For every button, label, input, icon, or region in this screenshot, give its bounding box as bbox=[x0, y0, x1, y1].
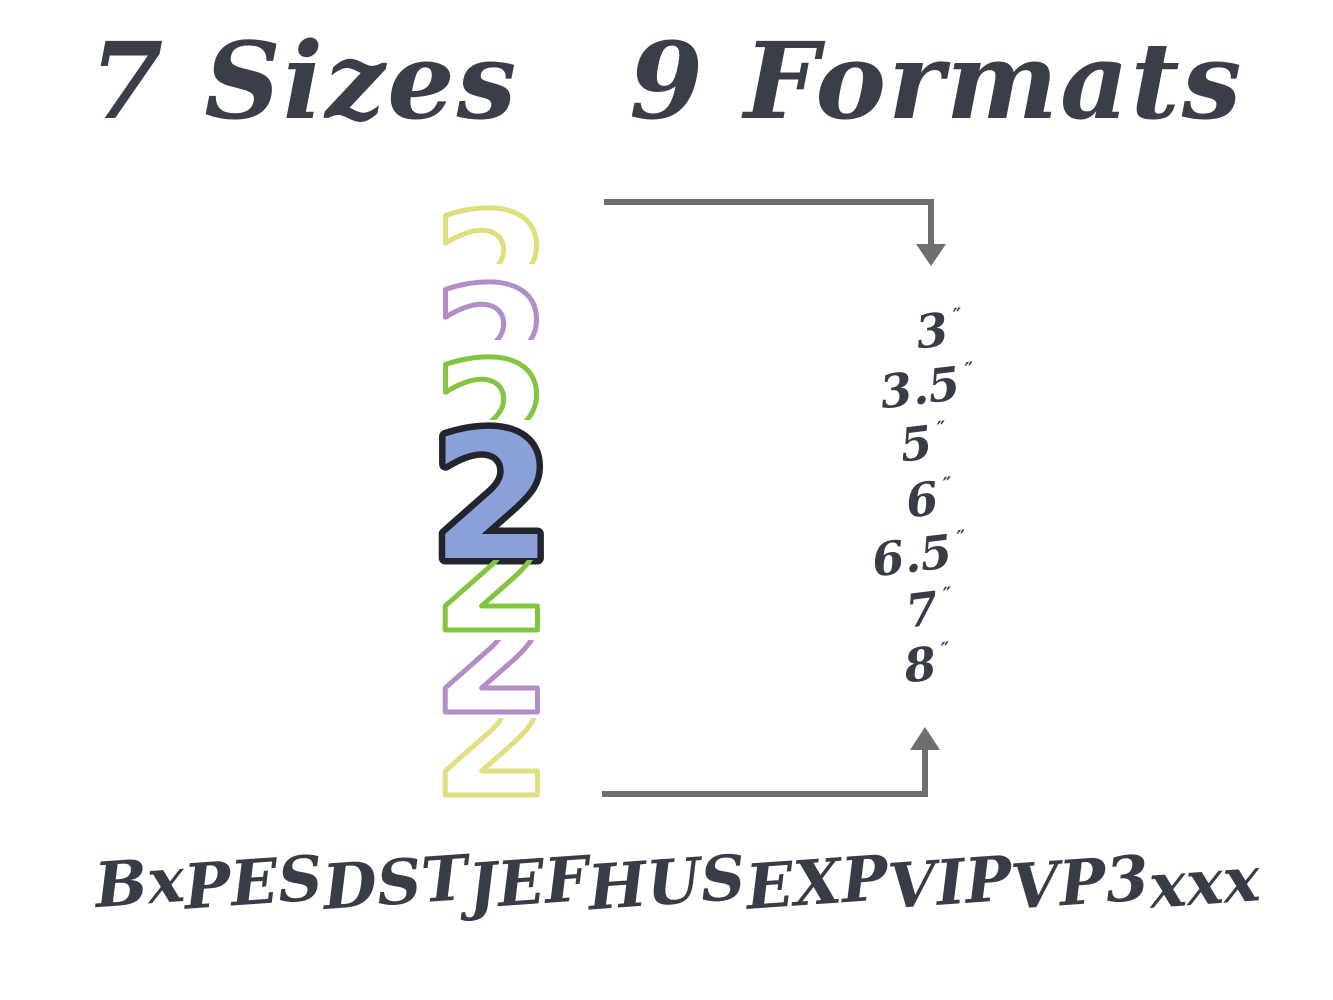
arrow-to-sizes-top bbox=[604, 199, 946, 266]
arrow-line-bottom bbox=[602, 748, 928, 797]
applique-bottom-outline-yellow: 2 bbox=[431, 634, 552, 837]
formats-list: Bx PES DST JEF HUS EXP VIP VP3 xxx bbox=[92, 841, 1263, 925]
applique-top-outline-purple: 2 bbox=[431, 250, 552, 453]
inch-mark: ″ bbox=[936, 417, 946, 440]
inch-mark: ″ bbox=[940, 638, 950, 661]
inch-mark: ″ bbox=[955, 526, 966, 550]
format-item: EXP bbox=[743, 841, 891, 924]
arrow-head-up-icon bbox=[910, 727, 940, 750]
format-item: xxx bbox=[1146, 842, 1263, 923]
format-item: PES bbox=[181, 841, 326, 924]
applique-full-number: 2 bbox=[431, 397, 552, 600]
format-item: HUS bbox=[585, 840, 749, 925]
page-title: 7 Sizes 9 Formats bbox=[0, 18, 1333, 143]
title-sizes-count: 7 Sizes bbox=[89, 18, 519, 143]
applique-top-outline-green: 2 bbox=[431, 325, 552, 528]
size-value: 8 bbox=[900, 636, 940, 694]
arrow-line-top bbox=[604, 199, 934, 246]
inch-mark: ″ bbox=[942, 583, 952, 606]
inch-mark: ″ bbox=[942, 473, 952, 496]
format-item: JEF bbox=[465, 841, 591, 924]
title-formats-count: 9 Formats bbox=[629, 18, 1244, 143]
format-item: VP3 bbox=[1009, 841, 1152, 924]
inch-mark: ″ bbox=[952, 304, 962, 327]
inch-mark: ″ bbox=[963, 358, 974, 382]
format-item: VIP bbox=[885, 841, 1014, 924]
applique-bottom-outline-purple: 2 bbox=[431, 551, 552, 754]
arrow-head-down-icon bbox=[916, 244, 946, 266]
applique-top-outline-yellow: 2 bbox=[431, 176, 552, 379]
format-item: Bx bbox=[92, 842, 187, 923]
applique-bottom-outline-green: 2 bbox=[431, 469, 552, 672]
arrow-to-sizes-bottom bbox=[602, 727, 940, 797]
format-item: DST bbox=[320, 841, 471, 924]
